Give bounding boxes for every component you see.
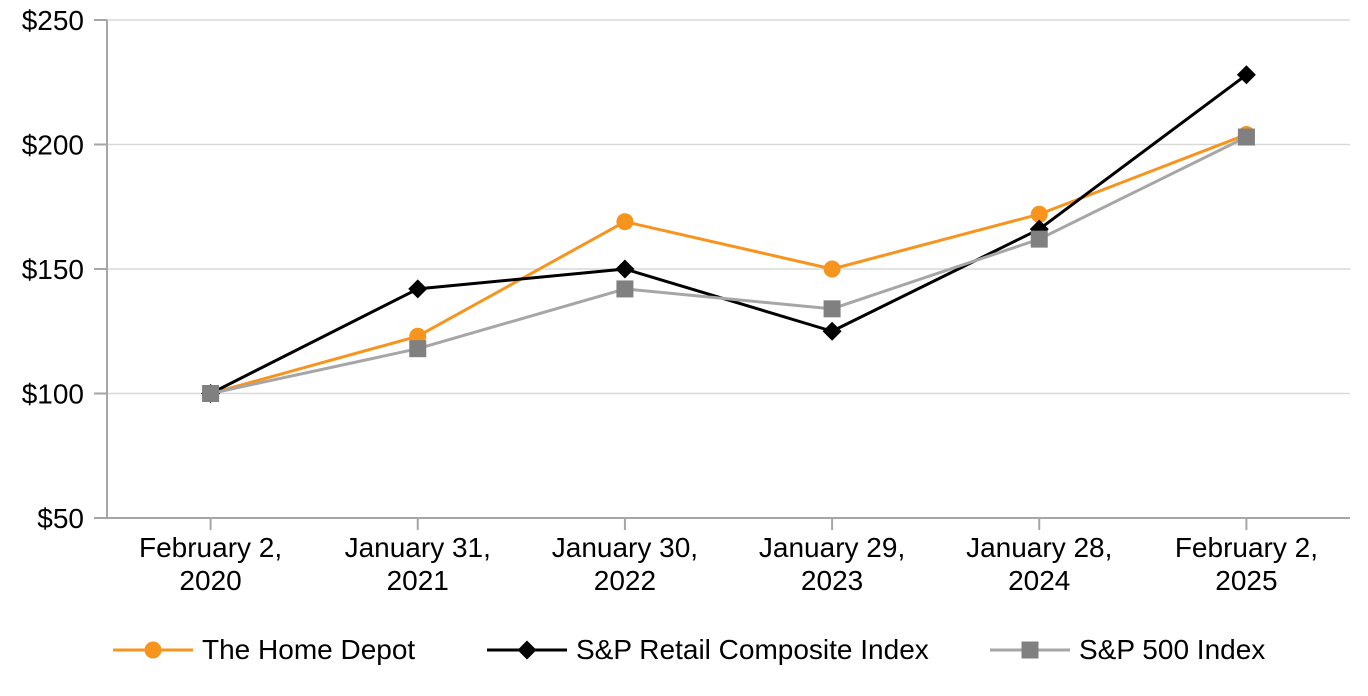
series-line — [210, 135, 1248, 395]
square-marker — [202, 385, 220, 402]
y-tick-label: $100 — [22, 379, 84, 410]
legend-item-the-home-depot: The Home Depot — [113, 626, 415, 674]
square-marker — [1030, 230, 1048, 248]
chart-legend: The Home Depot S&P Retail Composite Index… — [0, 626, 1368, 674]
legend-label: S&P 500 Index — [1079, 634, 1266, 665]
circle-marker — [616, 213, 634, 231]
x-tick-label: February 2, 2025 — [1175, 532, 1318, 596]
x-tick-label: February 2, 2020 — [139, 532, 282, 596]
series-line — [210, 133, 1247, 395]
y-tick-label: $50 — [37, 503, 84, 534]
legend-label: S&P Retail Composite Index — [576, 634, 929, 665]
x-tick-label: January 28, 2024 — [966, 532, 1112, 596]
gridlines — [107, 19, 1350, 395]
square-marker — [616, 280, 634, 298]
x-tick-labels: February 2, 2020 January 31, 2021 January 30… — [139, 518, 1318, 596]
square-marker — [409, 340, 427, 358]
x-tick-label: January 30, 2022 — [552, 532, 698, 596]
diamond-marker-icon — [487, 640, 567, 660]
diamond-marker — [1236, 65, 1256, 85]
chart-canvas: $50 $100 $150 $200 $250 February 2, 2020 Januar… — [22, 5, 1350, 596]
legend-item-s-p-retail-composite-index: S&P Retail Composite Index — [487, 626, 929, 674]
diamond-marker — [615, 259, 635, 279]
x-tick-label: January 31, 2021 — [345, 532, 491, 596]
square-marker — [823, 300, 841, 318]
y-tick-label: $150 — [22, 254, 84, 285]
y-tick-labels: $50 $100 $150 $200 $250 — [22, 5, 107, 534]
square-marker-icon — [990, 641, 1070, 659]
circle-marker — [1030, 205, 1048, 223]
x-tick-label: January 29, 2023 — [759, 532, 905, 596]
legend-item-s-p-500-index: S&P 500 Index — [990, 626, 1265, 674]
circle-marker — [823, 260, 841, 278]
diamond-marker — [517, 640, 537, 660]
circle-marker — [144, 641, 162, 659]
y-tick-label: $250 — [22, 5, 84, 36]
legend-label: The Home Depot — [202, 634, 416, 665]
square-marker — [1237, 128, 1255, 146]
y-tick-label: $200 — [22, 130, 84, 161]
series-s-p-500-index — [202, 128, 1255, 402]
series-line — [209, 73, 1248, 395]
square-marker — [1021, 641, 1039, 659]
diamond-marker — [408, 279, 428, 299]
diamond-marker — [822, 321, 842, 341]
circle-marker-icon — [113, 641, 193, 659]
